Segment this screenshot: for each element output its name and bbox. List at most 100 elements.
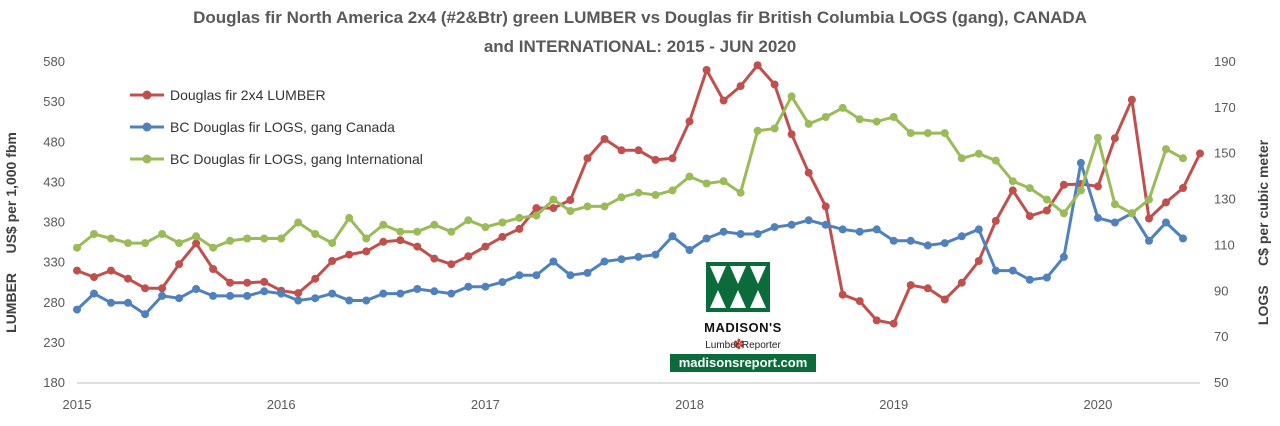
data-point	[906, 236, 915, 245]
right-y-axis: 50 70 90 110 130 150 170 190	[1214, 54, 1236, 390]
data-point	[1127, 209, 1136, 218]
data-point	[957, 232, 966, 241]
data-point	[600, 202, 609, 211]
data-point	[90, 230, 98, 238]
data-point	[141, 239, 150, 248]
data-point	[192, 239, 201, 248]
data-point	[311, 230, 320, 238]
data-point	[464, 252, 473, 261]
data-point	[566, 271, 575, 280]
right-tick-label: 110	[1214, 237, 1235, 252]
data-point	[192, 285, 201, 293]
data-point	[1179, 234, 1187, 243]
data-point	[889, 236, 898, 245]
data-point	[226, 278, 235, 287]
data-point	[787, 130, 796, 139]
left-axis-title: LUMBER US$ per 1,000 fbm	[3, 132, 19, 333]
data-point	[90, 289, 98, 298]
data-point	[1110, 134, 1119, 143]
data-point	[736, 82, 745, 91]
data-point	[1042, 273, 1051, 282]
data-point	[328, 289, 337, 298]
legend-swatch-marker	[142, 154, 152, 164]
data-point	[209, 265, 218, 273]
data-point	[532, 271, 541, 280]
data-point	[991, 156, 1000, 165]
data-point	[583, 268, 592, 277]
data-point	[906, 129, 915, 138]
data-point	[906, 281, 915, 290]
right-tick-label: 150	[1214, 146, 1236, 161]
data-point	[736, 230, 745, 238]
data-point	[1179, 154, 1187, 163]
data-point	[583, 154, 592, 163]
data-point	[379, 220, 388, 229]
data-point	[685, 246, 694, 254]
data-point	[141, 310, 150, 319]
data-point	[923, 241, 932, 250]
left-tick-label: 380	[43, 215, 65, 230]
data-point	[260, 287, 269, 296]
data-point	[447, 289, 456, 298]
data-point	[753, 230, 762, 238]
data-point	[294, 289, 303, 298]
left-tick-label: 280	[43, 295, 65, 310]
data-point	[73, 266, 81, 275]
data-point	[328, 239, 337, 248]
data-point	[1076, 186, 1085, 195]
data-point	[243, 278, 252, 287]
data-point	[549, 257, 558, 266]
data-point	[498, 278, 507, 287]
data-point	[209, 243, 218, 252]
left-tick-label: 330	[43, 255, 65, 270]
data-point	[940, 295, 949, 304]
data-point	[1110, 200, 1119, 209]
data-point	[991, 216, 1000, 225]
data-point	[532, 204, 541, 213]
data-point	[1042, 206, 1051, 215]
data-point	[838, 225, 847, 234]
data-point	[277, 289, 286, 298]
data-point	[651, 191, 660, 199]
data-point	[396, 236, 405, 245]
data-point	[1093, 182, 1102, 191]
data-point	[668, 186, 677, 195]
data-point	[872, 117, 881, 126]
left-tick-label: 180	[43, 375, 65, 390]
data-point	[158, 291, 167, 300]
data-point	[872, 316, 881, 325]
data-point	[158, 284, 167, 293]
data-point	[345, 213, 354, 222]
data-point	[617, 193, 626, 202]
x-tick-label: 2020	[1083, 397, 1112, 412]
data-point	[549, 204, 558, 213]
data-point	[804, 168, 813, 177]
right-tick-label: 130	[1214, 192, 1236, 207]
data-point	[651, 250, 660, 259]
data-point	[617, 255, 626, 264]
data-point	[719, 227, 728, 236]
data-point	[1110, 218, 1119, 227]
data-point	[770, 223, 779, 232]
data-point	[464, 282, 473, 291]
data-point	[481, 242, 490, 251]
data-point	[73, 305, 81, 314]
data-point	[515, 224, 524, 233]
logo-subtitle: Lumber Reporter	[705, 340, 781, 351]
data-point	[566, 207, 575, 215]
data-point	[923, 129, 932, 138]
data-point	[1145, 236, 1153, 245]
data-point	[702, 66, 711, 74]
chart-title-line-2: and INTERNATIONAL: 2015 - JUN 2020	[483, 37, 797, 56]
series-2	[73, 158, 1187, 319]
data-point	[396, 289, 405, 298]
right-tick-label: 50	[1214, 375, 1228, 390]
data-point	[379, 289, 388, 298]
data-point	[515, 271, 524, 280]
legend-item: BC Douglas fir LOGS, gang Canada	[130, 119, 395, 135]
maple-leaf-icon: ✽	[733, 336, 745, 352]
data-point	[668, 232, 677, 241]
legend-label: BC Douglas fir LOGS, gang International	[170, 151, 423, 167]
series-3	[73, 92, 1187, 252]
data-point	[821, 220, 830, 229]
